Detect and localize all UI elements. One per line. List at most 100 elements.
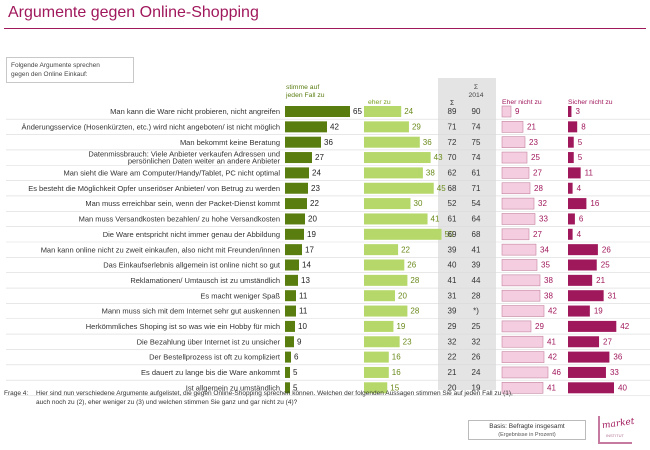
value-stimme: 20 [308, 215, 317, 224]
value-sum: 70 [448, 153, 457, 162]
bar-eher [364, 244, 399, 256]
bar-stimme [285, 336, 294, 348]
bar-eher-nicht [501, 243, 537, 256]
bar-stimme [285, 274, 298, 286]
bar-sicher-nicht [568, 167, 581, 179]
bar-stimme [285, 213, 305, 225]
bar-eher [364, 198, 411, 210]
bar-stimme [285, 259, 299, 271]
value-eher-nicht: 41 [547, 337, 556, 346]
row-label: Die Ware entspricht nicht immer genau de… [103, 230, 280, 239]
header-sum2014-1: 2014 [468, 92, 483, 99]
value-eher-nicht: 27 [533, 169, 542, 178]
bar-eher [364, 336, 400, 348]
bar-sicher-nicht [568, 228, 573, 240]
row-label: Die Bezahlung über Internet ist zu unsic… [137, 337, 281, 346]
value-sicher-nicht: 25 [601, 261, 610, 270]
row-label: Der Bestellprozess ist oft zu komplizier… [149, 353, 281, 362]
bar-eher [364, 305, 408, 317]
value-stimme: 11 [299, 291, 308, 300]
value-stimme: 27 [315, 153, 324, 162]
bar-sicher-nicht [568, 336, 600, 348]
value-sum: 21 [448, 368, 457, 377]
value-sum2014: 44 [472, 276, 481, 285]
bar-stimme [285, 198, 307, 210]
value-eher: 26 [407, 261, 416, 270]
value-eher: 28 [410, 307, 419, 316]
bar-eher [364, 351, 389, 363]
bar-eher-nicht [501, 274, 541, 287]
row-label: Ist allgemein zu umständlich [186, 383, 280, 392]
bar-eher-nicht [501, 366, 549, 379]
value-sum2014: 41 [472, 245, 481, 254]
value-eher: 16 [392, 368, 401, 377]
value-sum2014: 61 [472, 169, 481, 178]
value-eher: 41 [431, 215, 440, 224]
bar-eher [364, 152, 431, 164]
value-stimme: 36 [324, 138, 333, 147]
bar-eher-nicht [501, 151, 528, 164]
bar-stimme [285, 244, 302, 256]
value-eher-nicht: 33 [539, 215, 548, 224]
bar-stimme [285, 228, 304, 240]
value-stimme: 5 [293, 368, 298, 377]
bar-sicher-nicht [568, 244, 598, 256]
bar-eher-nicht [501, 105, 512, 118]
value-stimme: 19 [307, 230, 316, 239]
row-label: Das Einkaufserlebnis allgemein ist onlin… [103, 261, 281, 270]
value-sum2014: 25 [472, 322, 481, 331]
value-eher-nicht: 21 [527, 122, 536, 131]
value-eher-nicht: 27 [533, 230, 542, 239]
value-eher: 45 [437, 184, 446, 193]
logo-text: market [601, 416, 636, 432]
bar-stimme [285, 382, 290, 394]
value-sum2014: 32 [472, 337, 481, 346]
bar-stimme [285, 351, 291, 363]
row-label: Datenmissbrauch: Viele Anbieter verkaufe… [88, 150, 280, 159]
intro-box: Folgende Argumente sprechen gegen den On… [6, 57, 134, 83]
row-label: Man bekommt keine Beratung [180, 138, 280, 147]
row-label-cont: persönlichen Daten weiter an andere Anbi… [128, 157, 281, 166]
row-label: Man sieht die Ware am Computer/Handy/Tab… [64, 169, 281, 178]
value-stimme: 42 [330, 122, 339, 131]
bar-sicher-nicht [568, 320, 617, 332]
value-sicher-nicht: 27 [603, 337, 612, 346]
footnote-label: Frage 4: [4, 390, 29, 397]
bar-eher-nicht [501, 136, 526, 148]
header-eher-nicht-0: Eher nicht zu [502, 99, 542, 106]
bar-eher [364, 228, 442, 240]
bar-stimme [285, 290, 296, 302]
value-sum2014: 54 [472, 199, 481, 208]
bar-sicher-nicht [568, 121, 578, 133]
value-sum2014: 28 [472, 291, 481, 300]
bar-stimme [285, 320, 295, 332]
value-sum2014: 75 [472, 138, 481, 147]
row-label: Man kann die Ware nicht probieren, nicht… [110, 107, 280, 116]
bar-sicher-nicht [568, 366, 606, 378]
bar-stimme [285, 106, 350, 117]
bar-stimme [285, 167, 309, 179]
value-eher-nicht: 34 [540, 245, 549, 254]
value-sum2014: 39 [472, 261, 481, 270]
bar-eher-nicht [501, 320, 532, 333]
value-sum2014: *) [473, 307, 479, 316]
header-sum2014-0: Σ [474, 84, 478, 91]
bar-sicher-nicht [568, 213, 575, 225]
sum-panel [438, 78, 496, 390]
value-sum2014: 74 [472, 153, 481, 162]
value-stimme: 14 [302, 261, 311, 270]
value-sum: 20 [448, 383, 457, 392]
value-eher: 28 [410, 276, 419, 285]
value-sicher-nicht: 19 [594, 307, 603, 316]
bar-eher [364, 274, 408, 286]
value-eher: 30 [414, 199, 423, 208]
bar-stimme [285, 182, 308, 194]
value-sicher-nicht: 5 [578, 138, 583, 147]
value-eher: 24 [404, 107, 413, 116]
value-eher-nicht: 38 [544, 276, 553, 285]
value-eher-nicht: 28 [534, 184, 543, 193]
value-eher: 22 [401, 245, 410, 254]
value-sum2014: 64 [472, 215, 481, 224]
value-eher: 23 [403, 337, 412, 346]
value-sum: 40 [448, 261, 457, 270]
